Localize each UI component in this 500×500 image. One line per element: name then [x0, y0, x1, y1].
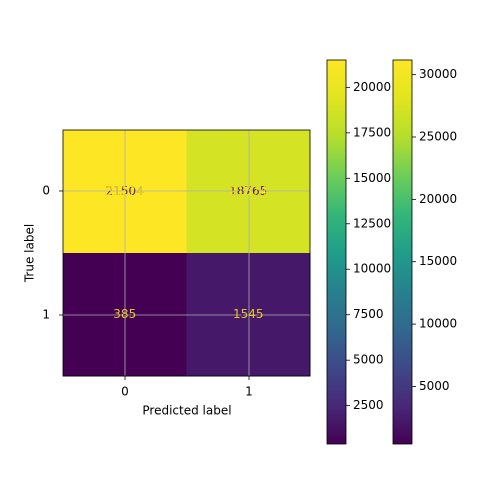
x-tick-label-1: 1 — [245, 385, 253, 399]
x-axis: 0 1 Predicted label — [121, 376, 253, 418]
colorbar-1-tick-label-3: 20000 — [419, 192, 457, 206]
y-tick-label-1: 1 — [42, 308, 50, 322]
x-tick-label-0: 0 — [121, 385, 129, 399]
colorbar-0-tick-label-4: 12500 — [353, 216, 391, 230]
y-tick-label-0: 0 — [42, 184, 50, 198]
colorbar-right: 5000 10000 15000 20000 25000 30000 — [393, 60, 457, 444]
y-axis: 0 1 True label — [23, 184, 64, 322]
colorbar-0-tick-label-5: 15000 — [353, 171, 391, 185]
colorbar-1-tick-label-1: 10000 — [419, 317, 457, 331]
colorbar-left-gradient — [327, 60, 346, 444]
colorbar-0-tick-label-7: 20000 — [353, 80, 391, 94]
colorbar-1-tick-label-0: 5000 — [419, 379, 450, 393]
cell-label-m1-1-0: 385 — [113, 307, 136, 321]
colorbar-0-tick-label-6: 17500 — [353, 125, 391, 139]
colorbar-1-tick-label-4: 25000 — [419, 130, 457, 144]
colorbar-left: 2500 5000 7500 10000 12500 15000 17500 20000 — [327, 60, 391, 444]
colorbar-0-tick-label-3: 10000 — [353, 262, 391, 276]
colorbar-0-tick-label-0: 2500 — [353, 398, 384, 412]
colorbar-1-tick-label-2: 15000 — [419, 254, 457, 268]
colorbar-right-gradient — [393, 60, 412, 444]
x-axis-label: Predicted label — [142, 404, 231, 418]
cell-label-m1-0-1: 21874 — [229, 184, 267, 198]
cell-label-m1-0-0: 31174 — [106, 184, 144, 198]
colorbar-0-tick-label-1: 5000 — [353, 353, 384, 367]
colorbar-1-tick-label-5: 30000 — [419, 67, 457, 81]
heatmap-cells — [63, 130, 311, 377]
y-axis-label: True label — [23, 224, 37, 283]
cell-label-m1-1-1: 1545 — [233, 307, 264, 321]
colorbar-0-tick-label-2: 7500 — [353, 307, 384, 321]
